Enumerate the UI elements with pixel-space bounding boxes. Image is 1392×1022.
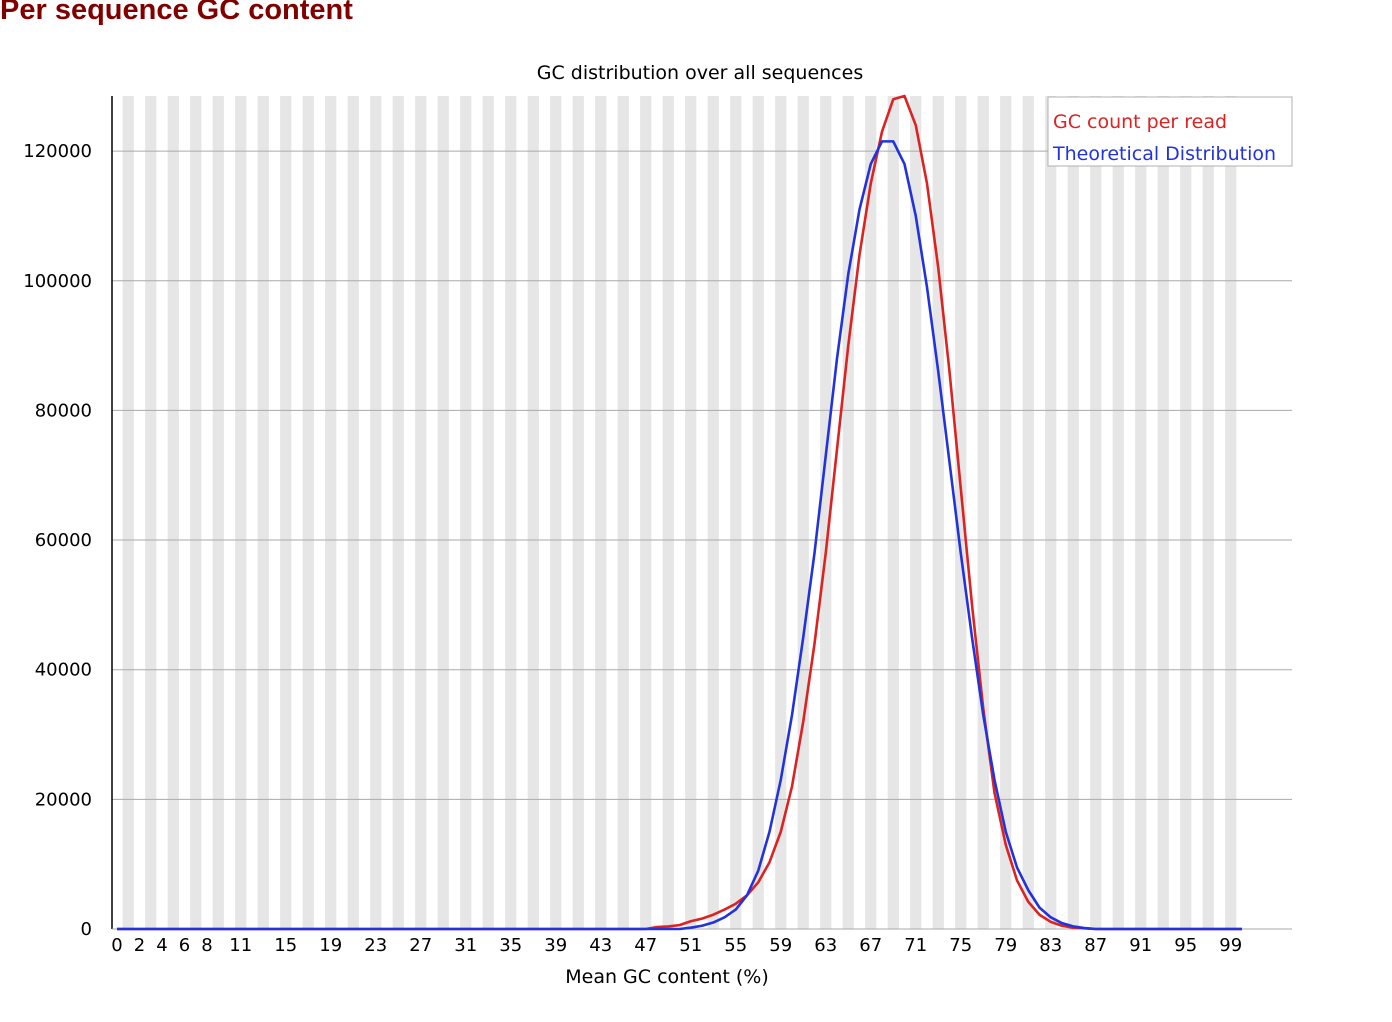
y-tick-label: 120000 bbox=[23, 141, 92, 162]
bg-stripe bbox=[1225, 96, 1237, 929]
bg-stripe bbox=[797, 96, 809, 929]
bg-stripe bbox=[325, 96, 337, 929]
y-tick-label: 40000 bbox=[35, 660, 92, 681]
x-tick-label: 6 bbox=[179, 935, 190, 956]
y-tick-label: 80000 bbox=[35, 400, 92, 421]
bg-stripe bbox=[235, 96, 247, 929]
legend-item-observed: GC count per read bbox=[1053, 111, 1227, 133]
bg-stripe bbox=[1045, 96, 1057, 929]
page-heading: Per sequence GC content bbox=[0, 0, 353, 26]
bg-stripe bbox=[370, 96, 382, 929]
bg-stripe bbox=[775, 96, 787, 929]
bg-stripe bbox=[122, 96, 134, 929]
bg-stripe bbox=[550, 96, 562, 929]
bg-stripe bbox=[1067, 96, 1079, 929]
bg-stripe bbox=[1180, 96, 1192, 929]
x-tick-label: 51 bbox=[679, 935, 702, 956]
bg-stripe bbox=[932, 96, 944, 929]
x-tick-label: 8 bbox=[201, 935, 212, 956]
bg-stripe bbox=[887, 96, 899, 929]
x-tick-label: 35 bbox=[499, 935, 522, 956]
bg-stripe bbox=[842, 96, 854, 929]
bg-stripe bbox=[505, 96, 517, 929]
y-tick-labels: 0 20000 40000 60000 80000 100000 120000 bbox=[23, 141, 92, 940]
x-tick-label: 63 bbox=[814, 935, 837, 956]
x-tick-label: 75 bbox=[949, 935, 972, 956]
bg-stripe bbox=[347, 96, 359, 929]
bg-stripe bbox=[392, 96, 404, 929]
x-tick-label: 15 bbox=[274, 935, 297, 956]
bg-stripe bbox=[280, 96, 292, 929]
bg-stripe bbox=[865, 96, 877, 929]
x-tick-label: 2 bbox=[134, 935, 145, 956]
bg-stripe bbox=[662, 96, 674, 929]
x-tick-label: 99 bbox=[1219, 935, 1242, 956]
legend-item-theoretical: Theoretical Distribution bbox=[1052, 143, 1276, 165]
x-tick-label: 83 bbox=[1039, 935, 1062, 956]
bg-stripe bbox=[302, 96, 314, 929]
bg-stripe bbox=[1090, 96, 1102, 929]
bg-stripe bbox=[617, 96, 629, 929]
bg-stripe bbox=[752, 96, 764, 929]
bg-stripe bbox=[212, 96, 224, 929]
series-line-theoretical bbox=[117, 140, 1242, 931]
x-tick-label: 11 bbox=[229, 935, 252, 956]
y-tick-label: 20000 bbox=[35, 789, 92, 810]
bg-stripe bbox=[437, 96, 449, 929]
x-axis-label: Mean GC content (%) bbox=[565, 966, 769, 988]
bg-stripe bbox=[730, 96, 742, 929]
bg-stripe bbox=[977, 96, 989, 929]
bg-stripe bbox=[460, 96, 472, 929]
bg-stripe bbox=[707, 96, 719, 929]
x-tick-label: 39 bbox=[544, 935, 567, 956]
bg-stripe bbox=[1202, 96, 1214, 929]
bg-stripe bbox=[415, 96, 427, 929]
y-tick-label: 0 bbox=[81, 919, 92, 940]
bg-stripe bbox=[167, 96, 179, 929]
bg-stripe bbox=[1112, 96, 1124, 929]
x-tick-label: 19 bbox=[319, 935, 342, 956]
x-tick-label: 27 bbox=[409, 935, 432, 956]
bg-stripe bbox=[527, 96, 539, 929]
x-tick-label: 43 bbox=[589, 935, 612, 956]
x-tick-label: 23 bbox=[364, 935, 387, 956]
x-tick-label: 79 bbox=[994, 935, 1017, 956]
bg-stripe bbox=[820, 96, 832, 929]
background-stripes bbox=[122, 96, 1237, 929]
x-tick-label: 87 bbox=[1084, 935, 1107, 956]
y-tick-label: 100000 bbox=[23, 271, 92, 292]
bg-stripe bbox=[190, 96, 202, 929]
x-tick-label: 59 bbox=[769, 935, 792, 956]
bg-stripe bbox=[1157, 96, 1169, 929]
chart-title: GC distribution over all sequences bbox=[537, 62, 863, 84]
x-tick-label: 71 bbox=[904, 935, 927, 956]
bg-stripe bbox=[572, 96, 584, 929]
x-tick-label: 55 bbox=[724, 935, 747, 956]
bg-stripe bbox=[482, 96, 494, 929]
series-lines bbox=[117, 94, 1242, 931]
x-tick-label: 91 bbox=[1129, 935, 1152, 956]
x-tick-label: 95 bbox=[1174, 935, 1197, 956]
bg-stripe bbox=[640, 96, 652, 929]
bg-stripe bbox=[1022, 96, 1034, 929]
bg-stripe bbox=[910, 96, 922, 929]
bg-stripe bbox=[1000, 96, 1012, 929]
legend-box bbox=[1047, 96, 1293, 167]
x-tick-label: 47 bbox=[634, 935, 657, 956]
x-tick-label: 31 bbox=[454, 935, 477, 956]
y-tick-label: 60000 bbox=[35, 530, 92, 551]
x-tick-label: 0 bbox=[111, 935, 122, 956]
bg-stripe bbox=[685, 96, 697, 929]
bg-stripe bbox=[257, 96, 269, 929]
legend: GC count per read Theoretical Distributi… bbox=[1047, 96, 1293, 167]
bg-stripe bbox=[595, 96, 607, 929]
x-tick-label: 67 bbox=[859, 935, 882, 956]
bg-stripe bbox=[955, 96, 967, 929]
bg-stripe bbox=[1135, 96, 1147, 929]
x-tick-label: 4 bbox=[156, 935, 167, 956]
x-tick-labels: 0 2 4 6 8 11 15 19 23 27 31 35 39 43 47 51 55 59 63 67 71 75 7… bbox=[111, 935, 1242, 956]
bg-stripe bbox=[145, 96, 157, 929]
